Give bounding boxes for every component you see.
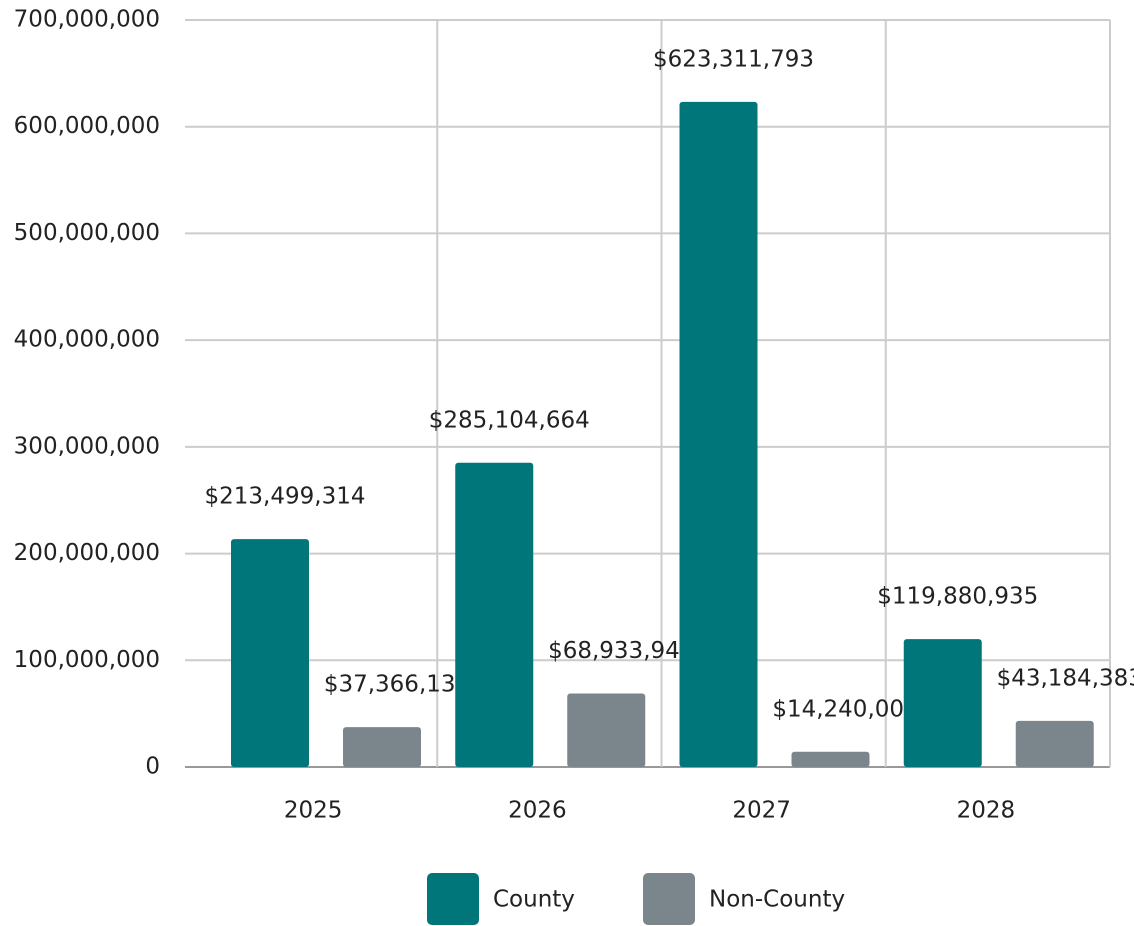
value-label: $37,366,131 [324, 672, 470, 698]
value-label: $14,240,000 [772, 696, 918, 722]
x-tick-label: 2027 [732, 798, 791, 824]
y-tick-label: 700,000,000 [14, 7, 160, 33]
x-tick-label: 2026 [508, 798, 567, 824]
y-tick-label: 300,000,000 [14, 433, 160, 459]
bar [231, 539, 309, 767]
bar [455, 462, 534, 767]
bar [567, 693, 646, 767]
y-tick-label: 100,000,000 [14, 647, 160, 673]
x-tick-label: 2028 [957, 798, 1016, 824]
value-label: $285,104,664 [429, 407, 590, 433]
bar [791, 751, 870, 767]
legend-swatch [643, 873, 695, 925]
x-tick-label: 2025 [284, 798, 343, 824]
value-label: $213,499,314 [205, 484, 366, 510]
y-tick-label: 600,000,000 [14, 113, 160, 139]
bar [1015, 720, 1094, 767]
legend-swatch [427, 873, 479, 925]
legend-label: County [493, 887, 575, 913]
bar [679, 101, 758, 767]
bar [343, 727, 421, 767]
value-label: $623,311,793 [653, 46, 814, 72]
y-tick-label: 200,000,000 [14, 540, 160, 566]
legend-label: Non-County [709, 887, 845, 913]
y-tick-label: 0 [145, 754, 160, 780]
bar [903, 639, 982, 767]
y-tick-label: 400,000,000 [14, 327, 160, 353]
y-tick-label: 500,000,000 [14, 220, 160, 246]
value-label: $43,184,383 [997, 665, 1134, 691]
value-label: $68,933,945 [548, 638, 694, 664]
value-label: $119,880,935 [877, 584, 1038, 610]
